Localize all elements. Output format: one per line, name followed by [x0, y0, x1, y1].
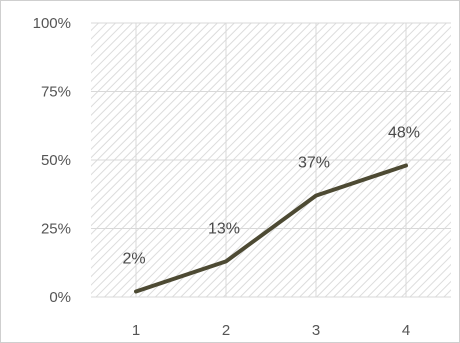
data-label: 37% — [298, 155, 330, 172]
axis-labels: 0% 25% 50% 75% 100% 1 2 3 4 — [33, 15, 411, 339]
x-tick-label: 4 — [402, 322, 410, 339]
x-tick-label: 1 — [132, 322, 140, 339]
series-line — [134, 163, 408, 294]
data-labels: 2% 13% 37% 48% — [122, 124, 420, 267]
y-tick-label: 25% — [41, 221, 71, 238]
series-layer — [134, 163, 408, 294]
data-label: 2% — [122, 251, 145, 268]
y-tick-label: 100% — [33, 15, 71, 32]
data-label: 48% — [388, 124, 420, 141]
x-tick-label: 3 — [312, 322, 320, 339]
y-tick-label: 0% — [49, 289, 71, 306]
y-tick-label: 75% — [41, 84, 71, 101]
y-tick-label: 50% — [41, 152, 71, 169]
data-label: 13% — [208, 220, 240, 237]
x-tick-label: 2 — [222, 322, 230, 339]
